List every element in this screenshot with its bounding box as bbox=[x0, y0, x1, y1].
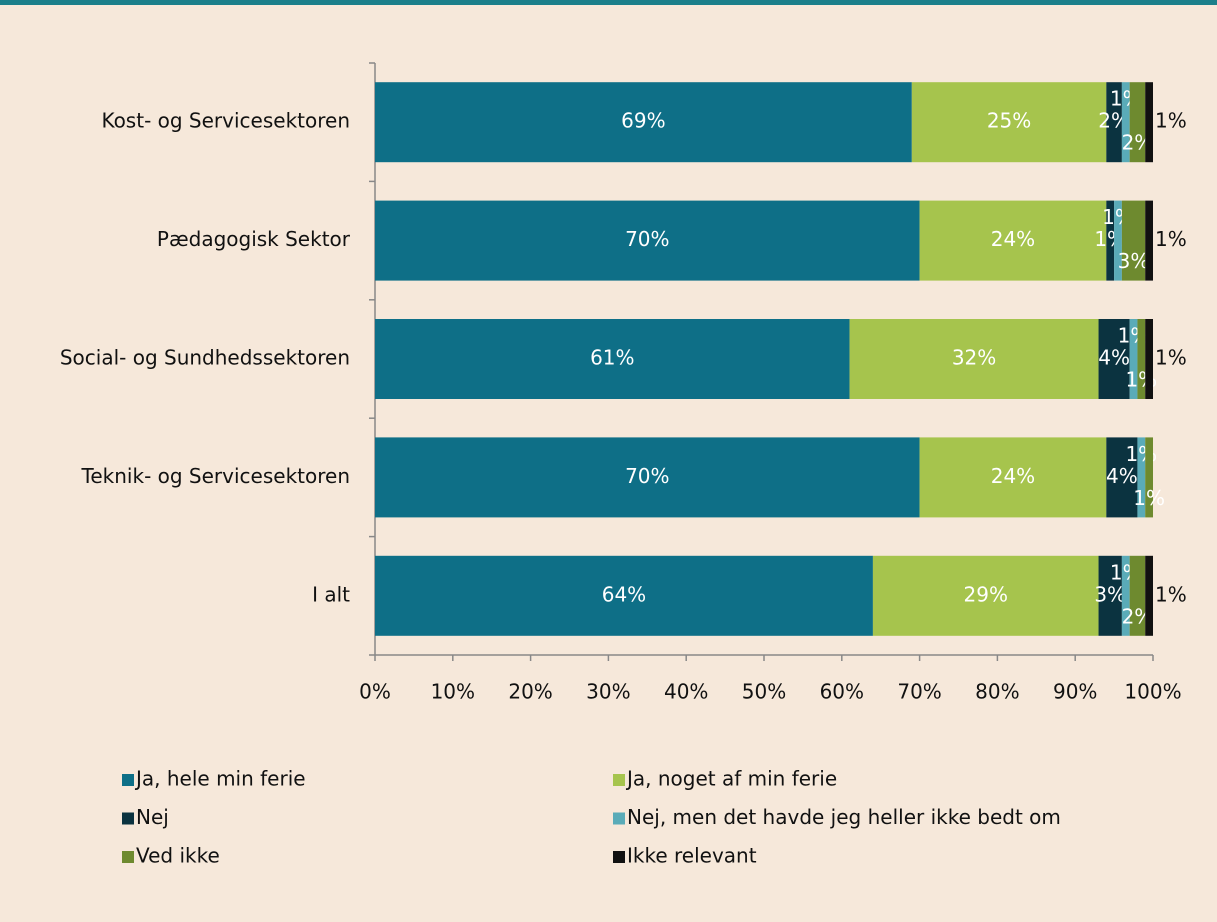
y-tick-label: Pædagogisk Sektor bbox=[157, 227, 351, 251]
legend-label: Nej bbox=[136, 805, 169, 829]
bar-segment bbox=[1137, 319, 1146, 399]
legend-swatch bbox=[613, 774, 625, 786]
legend-swatch bbox=[122, 851, 134, 863]
value-label: 3% bbox=[1094, 582, 1126, 606]
bar-segment bbox=[919, 437, 1107, 518]
y-tick-label: Social- og Sundhedssektoren bbox=[60, 346, 350, 370]
bar-segment bbox=[375, 82, 912, 163]
value-label: 1% bbox=[1133, 486, 1165, 510]
y-tick-label: Teknik- og Servicesektoren bbox=[81, 464, 350, 488]
bar-segment bbox=[1129, 555, 1146, 636]
bar-segment bbox=[919, 200, 1107, 281]
value-label: 24% bbox=[991, 227, 1035, 251]
value-label: 3% bbox=[1118, 249, 1150, 273]
x-tick-label: 100% bbox=[1124, 680, 1181, 704]
bar-segment bbox=[375, 319, 850, 399]
value-label: 69% bbox=[621, 109, 665, 133]
value-label: 4% bbox=[1106, 464, 1138, 488]
bar-segment bbox=[1121, 200, 1146, 281]
x-tick-label: 10% bbox=[431, 680, 475, 704]
bar-segment bbox=[1098, 555, 1122, 636]
bar-segment bbox=[1145, 200, 1153, 281]
value-label: 1% bbox=[1155, 109, 1187, 133]
legend-label: Nej, men det havde jeg heller ikke bedt … bbox=[627, 805, 1061, 829]
value-label: 64% bbox=[602, 582, 646, 606]
value-label: 1% bbox=[1155, 582, 1187, 606]
value-label: 25% bbox=[987, 109, 1031, 133]
bar-segment bbox=[1145, 319, 1153, 399]
legend-swatch bbox=[613, 812, 625, 825]
legend-swatch bbox=[613, 851, 625, 863]
bar-segment bbox=[849, 319, 1099, 399]
x-tick-label: 0% bbox=[359, 680, 391, 704]
value-label: 29% bbox=[964, 582, 1008, 606]
x-tick-label: 70% bbox=[897, 680, 941, 704]
bar-segment bbox=[1114, 200, 1122, 281]
bar-segment bbox=[1145, 437, 1153, 518]
value-label: 32% bbox=[952, 346, 996, 370]
legend-label: Ikke relevant bbox=[627, 844, 757, 868]
x-tick-label: 80% bbox=[975, 680, 1019, 704]
value-label: 70% bbox=[625, 227, 669, 251]
x-tick-label: 20% bbox=[508, 680, 552, 704]
bar-segment bbox=[1121, 82, 1130, 163]
bar-segment bbox=[1137, 437, 1146, 518]
bar-segment bbox=[375, 437, 920, 518]
bar-segment bbox=[1145, 82, 1153, 163]
bar-segment bbox=[375, 200, 920, 281]
value-label: 4% bbox=[1098, 346, 1130, 370]
bar-segment bbox=[1145, 555, 1153, 636]
top-border bbox=[0, 0, 1217, 5]
bar-segment bbox=[375, 555, 873, 636]
y-tick-label: I alt bbox=[312, 582, 350, 606]
value-label: 61% bbox=[590, 346, 634, 370]
bar-segment bbox=[1121, 555, 1130, 636]
value-label: 24% bbox=[991, 464, 1035, 488]
legend-label: Ja, noget af min ferie bbox=[625, 767, 837, 791]
value-label: 70% bbox=[625, 464, 669, 488]
bar-segment bbox=[872, 555, 1099, 636]
x-tick-label: 50% bbox=[742, 680, 786, 704]
bar-segment bbox=[1129, 82, 1146, 163]
x-tick-label: 40% bbox=[664, 680, 708, 704]
bar-segment bbox=[1106, 437, 1138, 518]
y-tick-label: Kost- og Servicesektoren bbox=[101, 109, 350, 133]
bar-segment bbox=[911, 82, 1107, 163]
bar-segment bbox=[1129, 319, 1138, 399]
x-tick-label: 30% bbox=[586, 680, 630, 704]
legend-label: Ja, hele min ferie bbox=[134, 767, 306, 791]
bar-segment bbox=[1098, 319, 1130, 399]
legend-swatch bbox=[122, 774, 134, 786]
value-label: 1% bbox=[1155, 227, 1187, 251]
x-tick-label: 60% bbox=[820, 680, 864, 704]
value-label: 1% bbox=[1155, 346, 1187, 370]
legend-label: Ved ikke bbox=[136, 844, 220, 868]
bar-segment bbox=[1106, 82, 1122, 163]
bar-segment bbox=[1106, 200, 1115, 281]
legend-swatch bbox=[122, 812, 134, 825]
x-tick-label: 90% bbox=[1053, 680, 1097, 704]
